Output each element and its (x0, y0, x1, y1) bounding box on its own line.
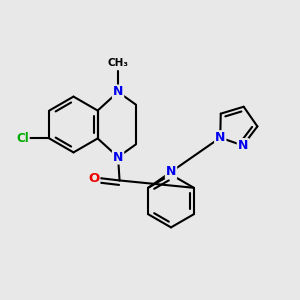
Text: O: O (88, 172, 99, 184)
Text: CH₃: CH₃ (108, 58, 129, 68)
Text: N: N (166, 165, 176, 178)
Text: N: N (238, 139, 248, 152)
Text: Cl: Cl (16, 132, 29, 145)
Text: N: N (215, 131, 225, 144)
Text: N: N (113, 85, 123, 98)
Text: N: N (113, 151, 123, 164)
